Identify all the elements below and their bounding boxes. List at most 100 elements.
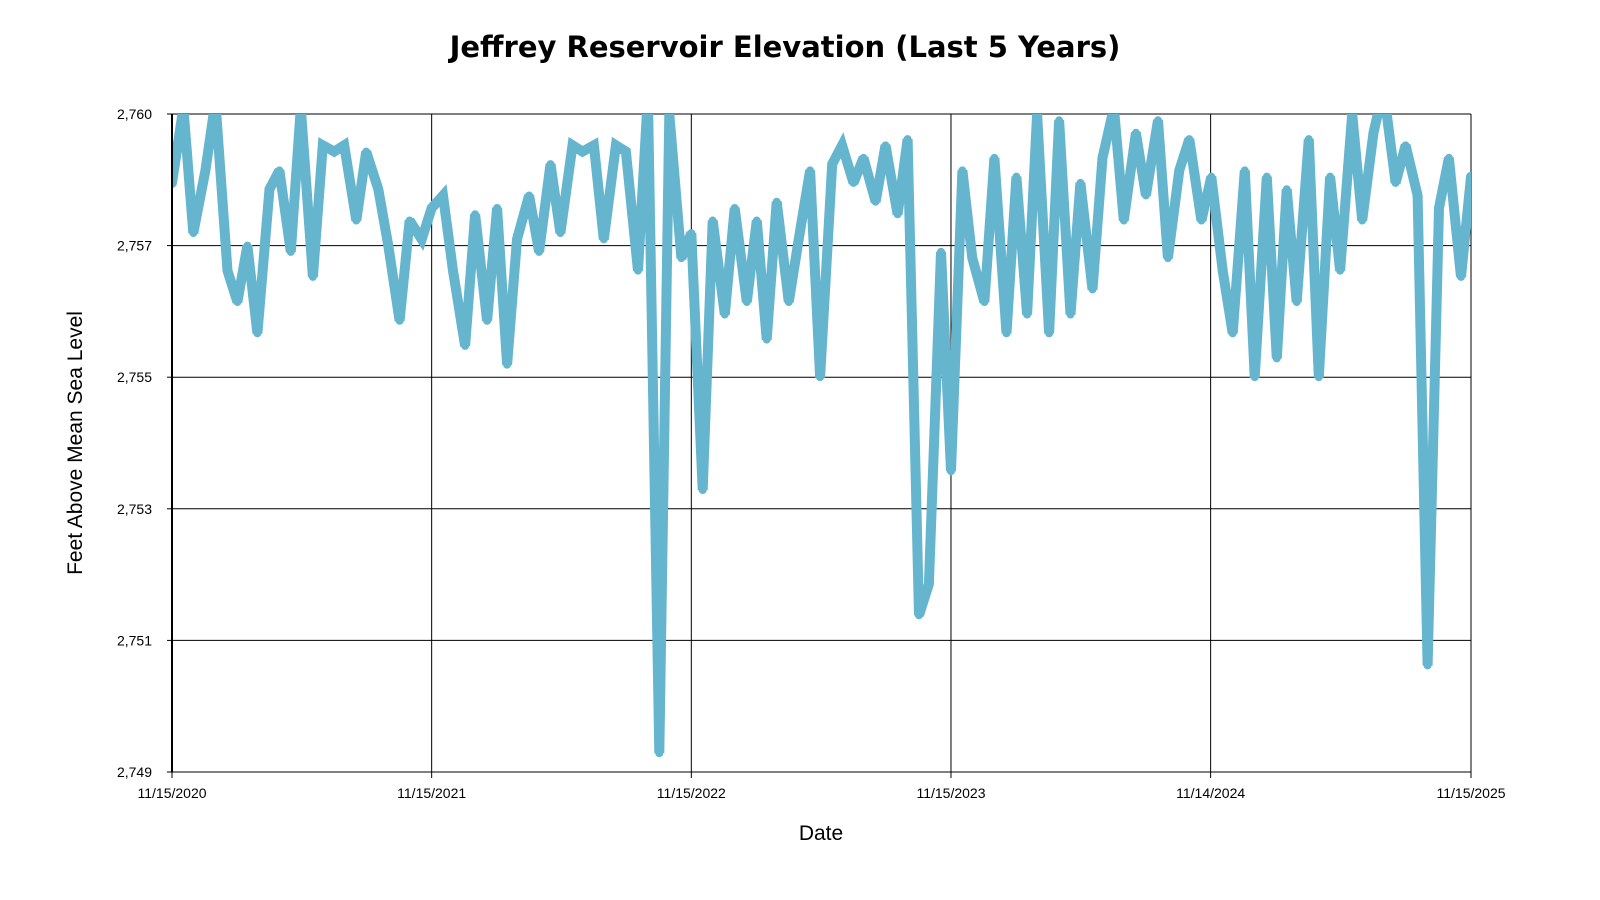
data-point xyxy=(1023,310,1032,319)
data-point xyxy=(1055,116,1064,125)
axes: 2,760 2,757 2,755 2,753 2,751 2,749 11/15/2020… xyxy=(117,106,1506,801)
data-point xyxy=(374,185,383,194)
data-point xyxy=(968,254,977,263)
data-point xyxy=(1292,298,1301,306)
data-point xyxy=(1066,310,1075,319)
data-point xyxy=(461,341,470,350)
data-point xyxy=(253,329,262,338)
data-point xyxy=(1163,254,1172,263)
data-point xyxy=(578,147,587,156)
data-point xyxy=(568,141,577,150)
data-point xyxy=(980,298,989,306)
series-elevation xyxy=(172,85,1471,758)
data-point xyxy=(1262,172,1271,181)
data-point xyxy=(698,486,707,494)
data-point xyxy=(535,247,544,256)
data-point xyxy=(471,210,480,219)
data-point xyxy=(1434,204,1443,212)
data-point xyxy=(1358,216,1367,225)
data-point xyxy=(599,235,608,244)
data-point xyxy=(1240,166,1249,175)
data-point xyxy=(297,104,305,112)
data-point xyxy=(794,235,803,244)
x-tick-label: 11/15/2022 xyxy=(657,785,726,801)
data-point xyxy=(1336,266,1345,275)
data-point xyxy=(946,467,955,476)
data-point xyxy=(1272,354,1281,363)
data-point xyxy=(275,166,284,175)
data-point xyxy=(1413,191,1422,200)
data-point xyxy=(871,197,880,206)
data-point xyxy=(838,141,847,150)
x-tick-label: 11/15/2025 xyxy=(1436,785,1505,801)
data-point xyxy=(1045,329,1054,338)
data-point xyxy=(223,266,232,275)
data-point xyxy=(1391,178,1400,187)
data-point xyxy=(1314,373,1323,382)
data-point xyxy=(611,141,620,150)
data-point xyxy=(427,204,436,212)
data-point xyxy=(1197,216,1206,225)
data-point xyxy=(914,611,923,620)
data-point xyxy=(352,216,361,225)
data-point xyxy=(687,229,696,238)
data-point xyxy=(1131,128,1140,137)
data-point xyxy=(1119,216,1128,225)
data-point xyxy=(665,114,674,118)
data-point xyxy=(286,247,295,256)
y-axis-label: Feet Above Mean Sea Level xyxy=(64,311,87,575)
data-point xyxy=(859,153,868,162)
data-point xyxy=(937,247,946,256)
data-point xyxy=(483,316,492,325)
y-tick-label: 2,751 xyxy=(117,632,152,648)
x-tick-label: 11/15/2020 xyxy=(137,785,206,801)
data-point xyxy=(1153,116,1162,125)
data-point xyxy=(330,147,339,156)
y-tick-label: 2,753 xyxy=(117,501,152,517)
x-axis-label: Date xyxy=(799,822,843,845)
data-point xyxy=(677,254,686,263)
data-point xyxy=(362,147,371,156)
data-point xyxy=(752,216,761,225)
data-point xyxy=(233,298,242,306)
y-tick-label: 2,760 xyxy=(117,106,152,122)
data-point xyxy=(881,141,890,150)
data-point xyxy=(1185,135,1194,144)
data-point xyxy=(784,298,793,306)
data-point xyxy=(211,97,219,105)
data-point xyxy=(1304,135,1313,144)
data-point xyxy=(849,178,858,187)
elevation-line xyxy=(172,114,1471,754)
data-point xyxy=(1444,153,1453,162)
data-point xyxy=(1228,329,1237,338)
data-point xyxy=(644,91,652,99)
data-point xyxy=(772,197,781,206)
y-tick-label: 2,749 xyxy=(117,764,152,780)
x-tick-label: 11/15/2023 xyxy=(916,785,985,801)
data-point xyxy=(384,241,393,250)
data-point xyxy=(1002,329,1011,338)
data-point xyxy=(730,204,739,212)
data-point xyxy=(1348,114,1357,118)
data-point xyxy=(1141,191,1150,200)
data-point xyxy=(189,229,198,238)
data-point xyxy=(958,166,967,175)
data-point xyxy=(708,216,717,225)
data-point xyxy=(201,166,210,175)
data-point xyxy=(816,373,825,382)
data-point xyxy=(1326,172,1335,181)
data-point xyxy=(1076,178,1085,187)
data-point xyxy=(1379,85,1387,93)
data-point xyxy=(924,580,933,588)
data-point xyxy=(655,749,664,758)
data-point xyxy=(589,141,598,150)
data-point xyxy=(265,185,274,194)
chart-title: Jeffrey Reservoir Elevation (Last 5 Year… xyxy=(449,30,1121,64)
data-point xyxy=(1282,185,1291,194)
data-point xyxy=(405,216,414,225)
data-point xyxy=(893,210,902,219)
data-point xyxy=(1207,172,1216,181)
data-point xyxy=(318,141,327,150)
data-point xyxy=(990,153,999,162)
data-point xyxy=(417,235,426,244)
